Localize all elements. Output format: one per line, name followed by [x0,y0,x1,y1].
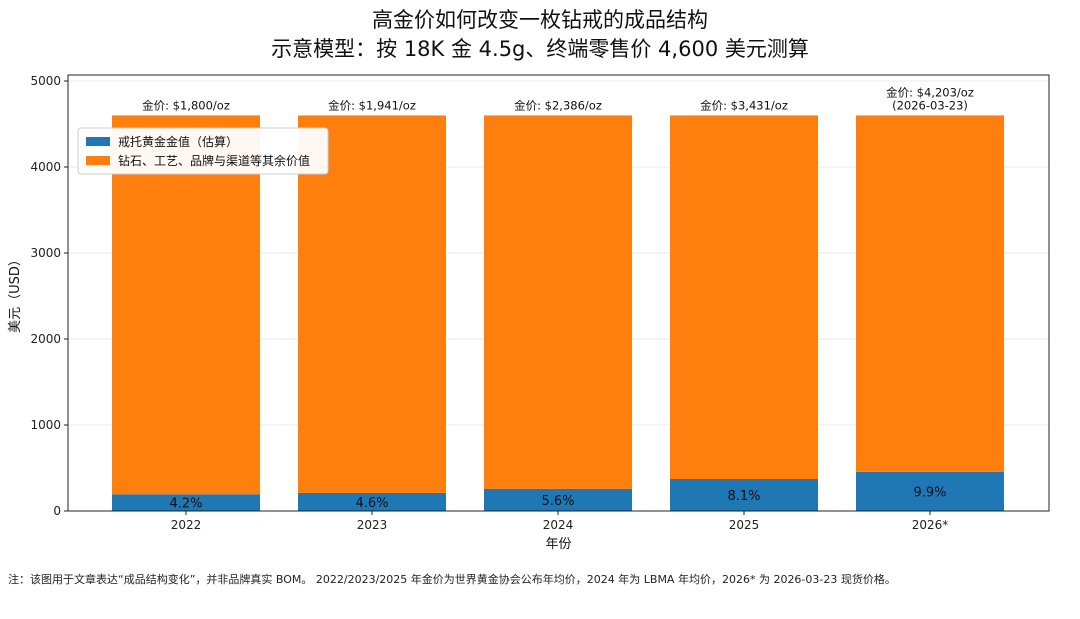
y-tick-label: 4000 [30,160,61,174]
y-tick-label: 5000 [30,74,61,88]
x-axis-label: 年份 [545,537,571,552]
legend-label: 戒托黄金金值（估算） [118,134,238,149]
footnote: 注：该图用于文章表达“成品结构变化”，并非品牌真实 BOM。 2022/2023… [8,573,896,586]
chart-title: 高金价如何改变一枚钻戒的成品结构 [372,8,708,32]
gold-price-annotation: 金价: $1,941/oz [328,98,416,112]
bar-other-value [856,115,1004,472]
plot-frame [67,74,1050,512]
bar-other-value [112,115,260,495]
x-tick-label: 2026* [912,518,949,532]
y-tick-label: 1000 [30,418,61,432]
bar-gold-value [856,471,1004,511]
x-tick-label: 2025 [729,518,760,532]
legend-box [77,127,329,175]
bar-gold-value [484,488,632,511]
gold-price-annotation: 金价: $2,386/oz [514,98,602,112]
bar-gold-value [112,494,260,511]
bar-other-value [484,115,632,489]
bar-percent-label: 9.9% [913,485,946,500]
bar-percent-label: 8.1% [727,489,760,504]
chart-subtitle: 示意模型：按 18K 金 4.5g、终端零售价 4,600 美元测算 [271,37,809,61]
y-tick-label: 2000 [30,332,61,346]
legend-swatch [86,137,110,146]
x-tick-label: 2024 [543,518,574,532]
y-axis-label: 美元（USD） [8,253,23,333]
x-tick-label: 2023 [357,518,388,532]
bar-other-value [670,115,818,480]
gold-price-annotation: (2026-03-23) [892,98,968,112]
legend-swatch [86,156,110,165]
legend-label: 钻石、工艺、品牌与渠道等其余价值 [118,153,310,168]
gold-price-annotation: 金价: $1,800/oz [142,98,230,112]
bar-gold-value [670,479,818,511]
x-tick-label: 2022 [171,518,202,532]
bar-percent-label: 4.6% [355,496,388,511]
bar-gold-value [298,492,446,511]
gold-price-annotation: 金价: $3,431/oz [700,98,788,112]
gold-price-annotation: 金价: $4,203/oz [886,85,974,99]
bar-percent-label: 5.6% [541,494,574,509]
bar-percent-label: 4.2% [169,497,202,512]
bar-other-value [298,115,446,493]
y-tick-label: 3000 [30,246,61,260]
y-tick-label: 0 [53,504,61,518]
